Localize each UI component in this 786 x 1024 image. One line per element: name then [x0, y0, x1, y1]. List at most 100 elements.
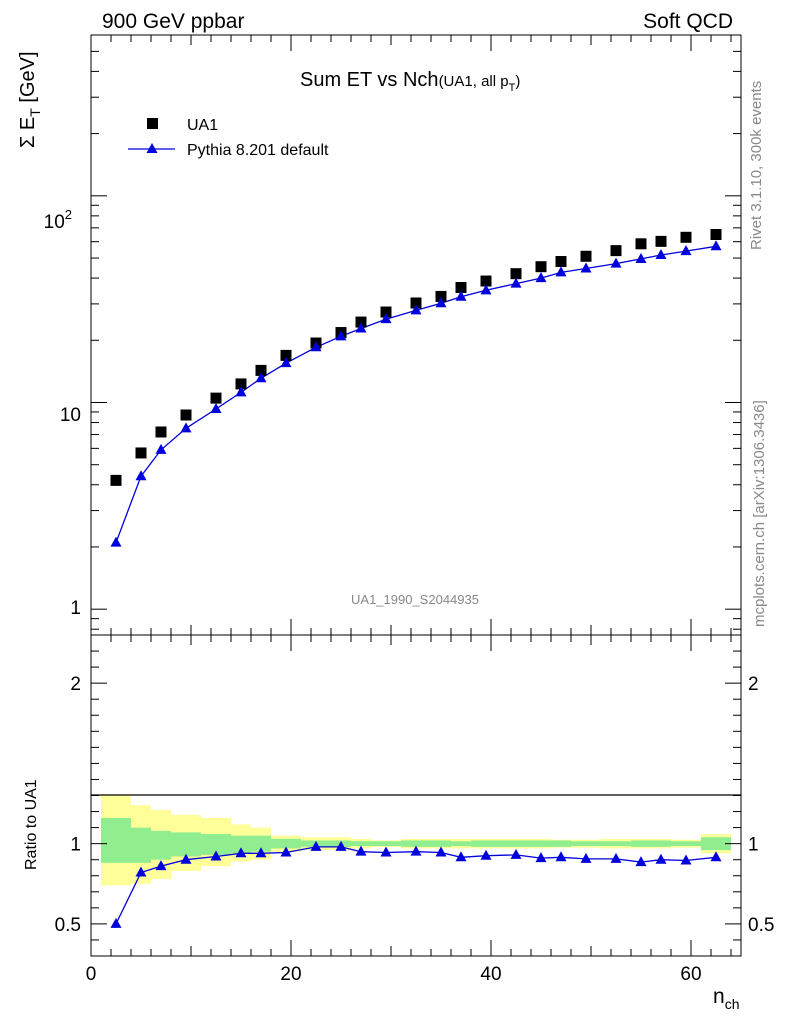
ratio-data-points: [110, 840, 722, 928]
pythia-data-point: [155, 443, 167, 454]
ua1-data-point: [710, 228, 722, 240]
ratio-data-point: [510, 848, 522, 859]
main-axis-ticks: [90, 34, 741, 635]
pythia-data-point: [410, 304, 422, 315]
ratio-data-point: [480, 849, 492, 860]
analysis-watermark: UA1_1990_S2044935: [351, 592, 479, 607]
ratio-ytick-label-left: 0.5: [55, 915, 81, 936]
xtick-label: 20: [280, 964, 301, 985]
main-ytick-label-10: 10: [60, 405, 81, 426]
xtick-label: 60: [680, 964, 701, 985]
legend-marker-pythia: [146, 143, 158, 153]
ratio-band-green: [601, 841, 631, 847]
pythia-data-point: [110, 536, 122, 547]
xlabel-text: n: [713, 985, 725, 1008]
ratio-ytick-label-right: 2: [748, 674, 759, 695]
pythia-data-point: [710, 240, 722, 251]
pythia-data-point: [510, 277, 522, 288]
ratio-ytick-label-right: 1: [748, 835, 759, 856]
pythia-data-point: [635, 252, 647, 263]
ratio-data-point: [155, 860, 167, 871]
ratio-data-point: [655, 853, 667, 864]
pythia-data-point: [580, 262, 592, 273]
pythia-data-point: [655, 249, 667, 260]
pythia-data-point: [135, 470, 147, 481]
ua1-data-point: [435, 290, 447, 302]
legend-label-ua1: UA1: [187, 117, 218, 134]
ratio-band-green: [231, 835, 251, 854]
ua1-data-point: [455, 282, 467, 294]
ua1-data-point: [180, 409, 192, 421]
ratio-data-point: [710, 851, 722, 862]
header-left: 900 GeV ppbar: [102, 10, 244, 33]
legend: UA1 Pythia 8.201 default: [128, 117, 329, 159]
ratio-data-point: [135, 866, 147, 877]
ratio-data-point: [310, 840, 322, 851]
ua1-data-point: [255, 364, 267, 376]
xtick-label: 40: [480, 964, 501, 985]
header-right: Soft QCD: [643, 10, 733, 33]
pythia-data-point: [235, 386, 247, 397]
title-suffix-sub: T: [509, 82, 516, 94]
legend-marker-ua1: [147, 118, 158, 129]
ua1-data-point: [535, 261, 547, 273]
pythia-data-point: [380, 313, 392, 324]
ratio-band-green: [251, 835, 271, 852]
ratio-ytick-label-right: 0.5: [748, 915, 774, 936]
ratio-band-green: [131, 827, 151, 863]
ua1-data-point: [510, 268, 522, 280]
ratio-data-point: [410, 845, 422, 856]
ratio-band-green: [551, 840, 571, 847]
ratio-band-green: [501, 840, 531, 847]
pythia-data-point: [280, 357, 292, 368]
ua1-data-point: [580, 250, 592, 262]
ua1-data-point: [380, 306, 392, 318]
title-text: Sum ET vs Nch: [300, 69, 439, 91]
pythia-data-point: [355, 322, 367, 333]
ratio-band-green: [101, 817, 131, 863]
ytick-100-exp: 2: [65, 207, 72, 222]
ratio-band-green: [201, 834, 231, 855]
ua1-data-point: [135, 447, 147, 459]
x-axis-label: nch: [713, 985, 739, 1012]
ratio-data-point: [535, 852, 547, 863]
ua1-data-point: [280, 349, 292, 361]
ylabel-text: Σ E: [17, 117, 39, 148]
ratio-y-axis-label: Ratio to UA1: [23, 779, 40, 870]
ua1-data-point: [635, 238, 647, 250]
pythia-data-point: [455, 290, 467, 301]
ratio-band-green: [571, 841, 601, 847]
ratio-data-point: [635, 856, 647, 867]
ratio-band-green: [671, 841, 701, 847]
ua1-data-point: [610, 245, 622, 257]
pythia-data-point: [535, 272, 547, 283]
ratio-band-green: [431, 840, 451, 847]
side-source-text: mcplots.cern.ch [arXiv:1306.3436]: [751, 400, 768, 627]
pythia-data-point: [610, 257, 622, 268]
pythia-data-point: [555, 266, 567, 277]
ylabel-end: [GeV]: [17, 51, 39, 108]
ratio-data-point: [210, 850, 222, 861]
ratio-data-point: [280, 846, 292, 857]
ratio-band-green: [371, 841, 401, 847]
ratio-data-point: [335, 840, 347, 851]
ratio-ytick-label-left: 1: [70, 835, 81, 856]
ratio-data-point: [435, 846, 447, 857]
main-plot-panel: Sum ET vs Nch(UA1, all pT) Σ ET [GeV] 1 …: [17, 34, 742, 636]
ua1-data-point: [355, 316, 367, 328]
ratio-data-point: [680, 854, 692, 865]
pythia-data-point: [180, 422, 192, 433]
ratio-band-green: [651, 840, 671, 847]
ua1-data-point: [235, 378, 247, 390]
pythia-data-point: [680, 245, 692, 256]
xtick-label: 0: [86, 964, 97, 985]
ratio-axis-ticks: 0.5 0.51 12 20 20 40 60: [55, 634, 774, 985]
ratio-data-point: [235, 847, 247, 858]
ratio-band-green: [151, 830, 171, 860]
ratio-band-green: [171, 832, 201, 857]
ratio-data-point: [455, 851, 467, 862]
ua1-data-point: [555, 256, 567, 268]
ratio-data-point: [355, 845, 367, 856]
main-y-axis-label: Σ ET [GeV]: [17, 51, 43, 148]
